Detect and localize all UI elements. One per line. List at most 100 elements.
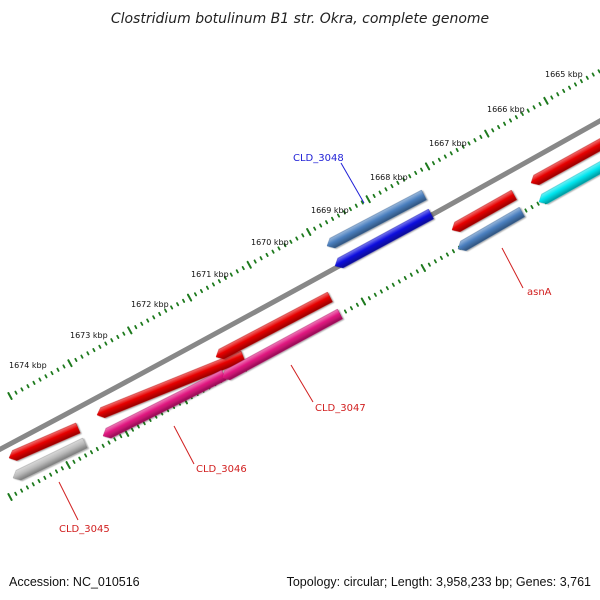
inner-ruler-tick [367,296,371,301]
outer-ruler-tick [514,115,518,120]
inner-ruler-tick [439,255,443,260]
inner-ruler-tick [397,279,401,284]
accession-text: Accession: NC_010516 [9,575,140,589]
ruler-label-1669: 1669 kbp [311,206,349,215]
inner-ruler-tick [89,450,94,455]
outer-ruler-tick [56,367,60,372]
outer-ruler-tick [354,203,358,208]
gene-feature-f3[interactable] [95,350,246,420]
ruler-label-1671: 1671 kbp [191,270,229,279]
inner-ruler-tick [142,421,146,426]
gene-feature-f8[interactable] [332,208,434,271]
gene-feature-f5[interactable] [213,291,333,362]
outer-ruler-tick [246,260,252,269]
outer-ruler-tick [420,167,424,172]
inner-ruler-tick [14,491,18,496]
inner-ruler-tick [420,264,427,272]
outer-ruler-tick [283,243,287,248]
outer-ruler-tick [74,357,78,362]
outer-ruler-tick [520,111,524,116]
outer-ruler [7,69,600,400]
outer-ruler-tick [217,279,221,284]
gene-feature-f12[interactable] [536,159,600,207]
ruler-label-1674: 1674 kbp [9,361,47,370]
ruler-label-1673: 1673 kbp [70,331,108,340]
outer-ruler-tick [437,157,441,162]
gene-label-cld-3048[interactable]: CLD_3048 [293,153,344,164]
gene-label-cld-3045[interactable]: CLD_3045 [59,524,110,535]
leader-line [340,162,365,204]
inner-ruler-tick [385,286,389,291]
gene-feature-f1[interactable] [7,422,81,463]
gene-feature-f2[interactable] [11,437,88,483]
outer-ruler-tick [491,128,495,133]
outer-ruler-tick [146,318,150,323]
outer-ruler-tick [365,195,371,204]
gene-feature-f7[interactable] [324,189,427,251]
inner-ruler-tick [31,482,35,487]
outer-ruler-tick [508,118,513,123]
inner-ruler-tick [445,252,449,257]
outer-ruler-tick [497,125,501,130]
gene-feature-f9[interactable] [449,189,517,235]
gene-feature-f11[interactable] [528,136,600,188]
outer-ruler-tick [211,282,215,287]
leader-line [501,247,524,289]
outer-ruler-tick [92,348,96,353]
gene-label-cld-3046[interactable]: CLD_3046 [196,464,247,475]
gene-feature-f10[interactable] [455,206,526,254]
outer-ruler-tick [543,96,549,105]
outer-ruler-tick [562,88,566,93]
outer-ruler-tick [467,141,471,146]
inner-ruler-tick [530,205,534,210]
outer-ruler-tick [186,293,193,302]
gene-feature-f4[interactable] [101,369,227,441]
outer-ruler-tick [127,326,133,335]
outer-ruler-tick [98,344,102,349]
inner-ruler-tick [409,272,413,277]
outer-ruler-tick [122,331,126,336]
outer-ruler-tick [325,220,329,225]
outer-ruler-tick [313,226,317,231]
outer-ruler-tick [265,252,269,258]
outer-ruler-tick [461,144,465,149]
leader-line [290,364,314,403]
outer-ruler-tick [38,377,42,382]
outer-ruler-tick [319,223,323,228]
inner-ruler-tick [54,469,59,474]
inner-ruler-tick [7,493,13,501]
outer-ruler-tick [402,177,406,182]
inner-ruler-tick [95,446,99,452]
inner-ruler-tick [536,201,540,206]
genome-backbone [0,117,600,453]
outer-ruler-tick [7,392,13,400]
outer-ruler-tick [253,259,257,264]
outer-ruler-tick [44,374,48,379]
outer-ruler-tick [20,387,24,392]
ruler-label-1665: 1665 kbp [545,70,583,79]
gene-label-asna[interactable]: asnA [527,287,552,298]
outer-ruler-tick [170,305,174,310]
gene-feature-f6[interactable] [219,308,343,383]
outer-ruler-tick [259,256,263,261]
genome-summary-text: Topology: circular; Length: 3,958,233 bp… [287,575,591,589]
leader-line [173,425,195,465]
outer-ruler-tick [14,390,18,395]
outer-ruler-tick [443,154,447,159]
inner-ruler-tick [403,276,407,281]
inner-ruler-tick [72,459,76,464]
inner-ruler-tick [349,306,353,311]
inner-ruler-tick [148,417,152,422]
ruler-label-1667: 1667 kbp [429,139,467,148]
inner-ruler-tick [101,443,105,448]
outer-ruler-tick [591,72,595,77]
inner-ruler-tick [113,437,117,442]
inner-ruler-tick [343,309,348,314]
gene-label-cld-3047[interactable]: CLD_3047 [315,403,366,414]
outer-ruler-tick [140,321,144,326]
map-title: Clostridium botulinum B1 str. Okra, comp… [111,11,489,27]
outer-ruler-tick [424,162,431,171]
outer-ruler-tick [585,75,589,80]
outer-ruler-tick [372,193,376,198]
